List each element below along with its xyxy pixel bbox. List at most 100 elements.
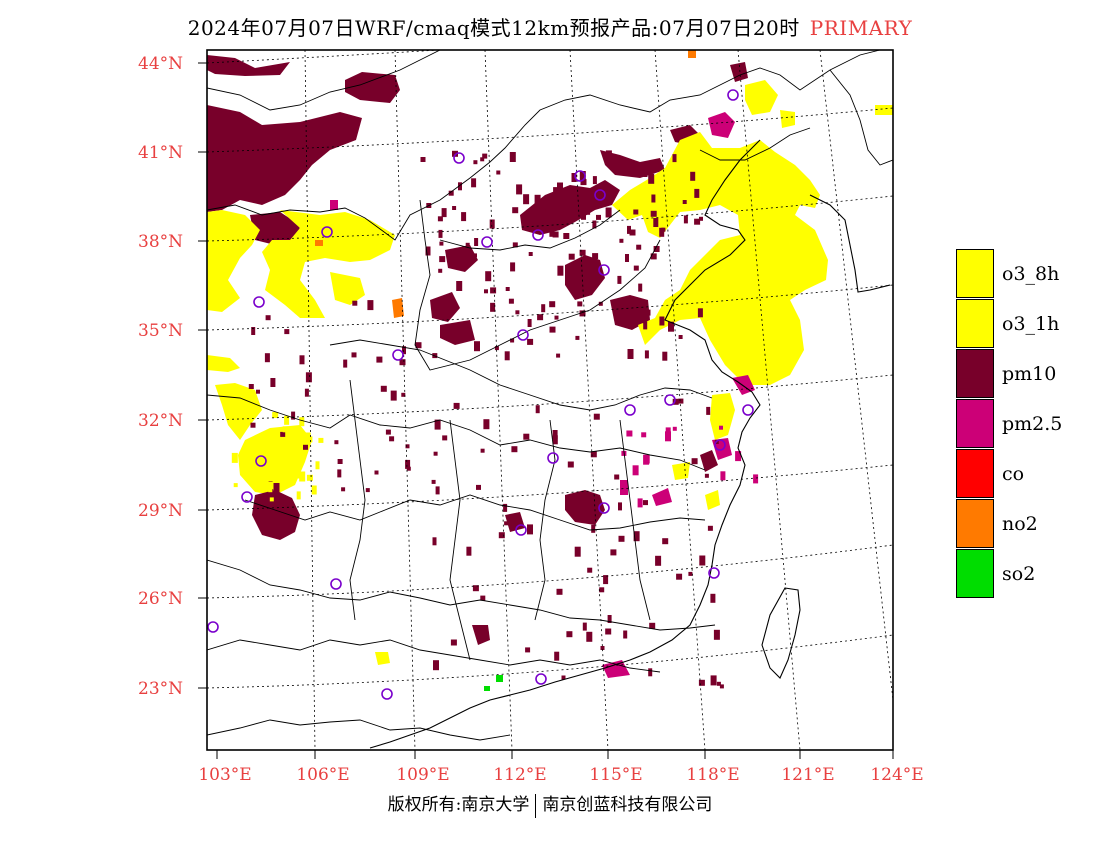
pollution-pixel [591, 524, 596, 533]
pollution-pixel [264, 353, 270, 363]
pollution-pixel [299, 417, 305, 427]
so2-patches [484, 675, 503, 691]
pollution-pixel [549, 326, 556, 333]
pollution-pixel [672, 398, 679, 405]
pollution-pixel [596, 214, 601, 220]
pm10-southwest-cluster [252, 245, 478, 540]
title-primary-tag: PRIMARY [809, 16, 913, 40]
legend-swatch [956, 399, 994, 448]
pollution-pixel [632, 465, 639, 476]
pollution-pixel [474, 341, 480, 352]
pollution-pixel [682, 200, 687, 204]
pollution-pixel [549, 228, 554, 237]
pollution-pixel [593, 413, 600, 420]
pollution-pixel [672, 154, 677, 163]
lat-label-32: 32°N [138, 411, 184, 431]
pollution-pixel [472, 585, 479, 592]
pollution-pixel [484, 289, 488, 294]
pollution-pixel [650, 253, 657, 260]
pollution-pixel [552, 430, 558, 439]
pollution-pixel [448, 190, 454, 196]
pollution-pixel [662, 351, 668, 361]
pollution-pixel [554, 651, 560, 661]
pollution-pixel [483, 419, 490, 430]
pm10-north-china-region [472, 62, 748, 645]
pollution-pixel [284, 415, 290, 425]
scattered-pixels [231, 150, 759, 689]
legend-swatch [956, 299, 994, 348]
pollution-pixel [405, 459, 411, 469]
legend-label: no2 [1002, 513, 1038, 535]
station-marker [453, 152, 465, 164]
pollution-pixel [304, 388, 309, 397]
copyright-footer: 版权所有:南京大学 南京创蓝科技有限公司 [0, 790, 1100, 818]
pollution-pixel [627, 349, 634, 359]
pollution-pixel [572, 506, 578, 516]
pollution-pixel [590, 451, 597, 458]
title-main: 2024年07月07日WRF/cmaq模式12km预报产品:07月07日20时 [187, 16, 800, 40]
pollution-pixel [251, 327, 256, 335]
pollution-pixel [699, 216, 703, 221]
pollution-pixel [265, 315, 271, 321]
pollution-pixel [282, 426, 289, 433]
pollution-pixel [291, 411, 296, 420]
pollution-pixel [579, 249, 586, 256]
pollution-pixel [284, 329, 290, 335]
legend-swatch [956, 349, 994, 398]
pollution-pixel [525, 647, 531, 653]
pollution-pixel [248, 384, 254, 389]
pollution-pixel [537, 314, 544, 321]
pollution-pixel [704, 473, 709, 478]
pollution-pixel [698, 679, 705, 686]
pollution-pixel [516, 184, 523, 195]
station-marker [708, 567, 720, 579]
pollution-pixel [694, 188, 700, 198]
pollution-pixel [256, 389, 260, 394]
pollution-pixel [490, 287, 497, 294]
pollution-pixel [592, 176, 597, 185]
pollution-pixel [334, 440, 339, 445]
legend-label: pm2.5 [1002, 413, 1063, 435]
pollution-pixel [439, 241, 444, 246]
pollution-pixel [706, 406, 711, 415]
pollution-pixel [665, 431, 671, 442]
pollution-pixel [632, 165, 639, 172]
pollution-pixel [648, 173, 655, 184]
pollution-pixel [735, 451, 742, 462]
pollution-pixel [269, 489, 274, 498]
pollution-pixel [504, 521, 509, 526]
pollution-pixel [438, 229, 443, 238]
pollution-pixel [690, 171, 696, 181]
pollution-pixel [473, 160, 478, 165]
station-marker [535, 673, 547, 685]
pollution-pixel [480, 157, 485, 162]
pollution-pixel [441, 208, 447, 218]
station-marker [532, 229, 544, 241]
pollution-pixel [535, 405, 540, 414]
pollution-pixel [626, 430, 633, 437]
pollution-pixel [374, 470, 379, 475]
legend-label: o3_1h [1002, 313, 1060, 335]
pollution-pixel [707, 525, 713, 531]
pollution-pixel [438, 268, 443, 273]
pollution-pixel [579, 171, 586, 181]
pollution-pixel [253, 474, 259, 484]
pollution-pixel [552, 435, 558, 445]
pollution-pixel [557, 182, 563, 193]
pollution-pixel [592, 253, 599, 260]
pollution-pixel [691, 458, 698, 465]
pollution-pixel [623, 630, 628, 639]
pollution-pixel [280, 431, 286, 437]
pollution-pixel [376, 356, 383, 363]
pollution-pixel [498, 532, 505, 539]
pollution-pixel [272, 412, 279, 418]
pollution-pixel [557, 265, 564, 276]
taiwan-coastline [761, 587, 801, 679]
pollution-pixel [653, 218, 659, 227]
pollution-pixel [452, 206, 457, 210]
o3-northeast-east-region [612, 80, 893, 510]
pollution-pixel [352, 300, 358, 306]
pollution-pixel [399, 359, 406, 366]
pollution-pixel [556, 588, 563, 595]
monitoring-stations [207, 89, 754, 700]
